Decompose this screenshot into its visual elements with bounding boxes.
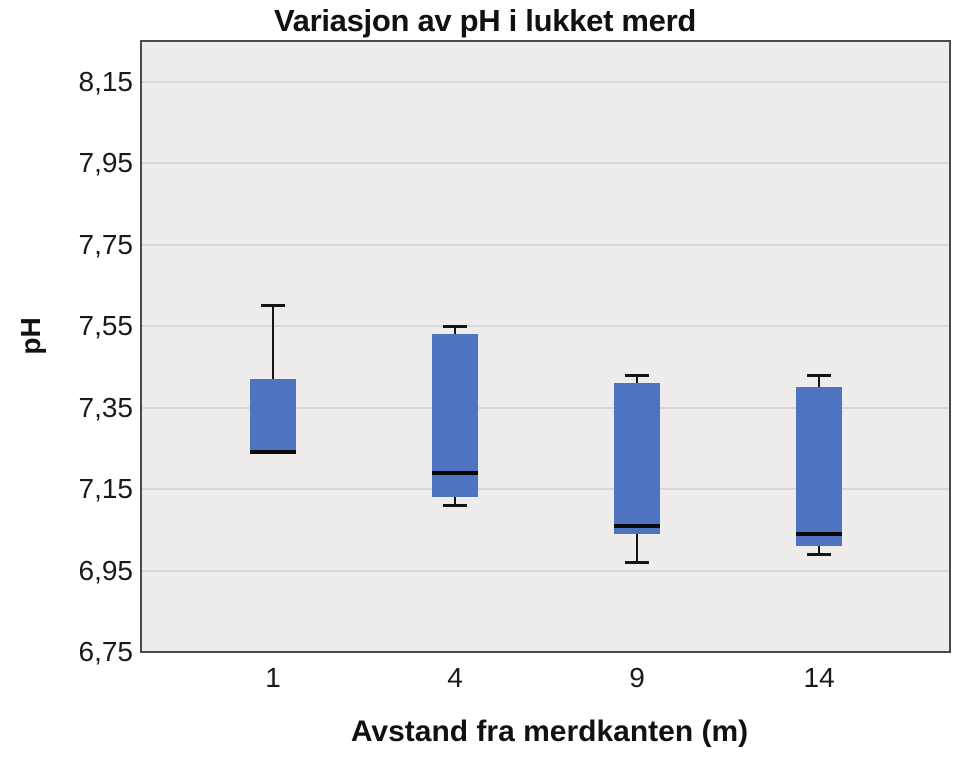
- y-tick-label: 7,55: [78, 310, 134, 342]
- upper-whisker-line: [272, 305, 275, 380]
- x-tick-label: 1: [265, 662, 281, 693]
- box: [796, 387, 843, 547]
- lower-whisker-line: [454, 497, 457, 506]
- median-line: [250, 450, 297, 455]
- upper-whisker-line: [818, 375, 821, 388]
- lower-whisker-line: [818, 546, 821, 555]
- y-tick-label: 6,95: [78, 554, 134, 586]
- median-line: [614, 523, 661, 528]
- gridline: [141, 162, 950, 165]
- median-line: [432, 470, 479, 475]
- y-tick-label: 7,15: [78, 473, 134, 505]
- gridline: [141, 569, 950, 572]
- box: [614, 383, 661, 534]
- y-tick-label: 6,75: [78, 636, 134, 667]
- gridline: [141, 80, 950, 83]
- lower-whisker-cap: [625, 560, 650, 564]
- box: [250, 379, 297, 453]
- gridline: [141, 406, 950, 409]
- x-tick-label: 9: [629, 662, 645, 693]
- gridline: [141, 325, 950, 328]
- gridline: [141, 243, 950, 246]
- upper-whisker-cap: [261, 304, 286, 308]
- median-line: [796, 531, 843, 536]
- gridline: [141, 488, 950, 491]
- box: [432, 334, 479, 498]
- y-tick-label: 7,95: [78, 147, 134, 179]
- lower-whisker-cap: [443, 503, 468, 507]
- lower-whisker-cap: [807, 552, 832, 556]
- upper-whisker-cap: [443, 324, 468, 328]
- upper-whisker-cap: [807, 373, 832, 377]
- plot-background: [141, 41, 950, 652]
- x-tick-label: 14: [803, 662, 835, 693]
- lower-whisker-line: [636, 533, 639, 563]
- upper-whisker-line: [636, 375, 639, 384]
- y-tick-label: 8,15: [78, 65, 134, 97]
- y-tick-label: 7,35: [78, 391, 134, 423]
- x-tick-label: 4: [447, 662, 463, 693]
- y-tick-label: 7,75: [78, 228, 134, 260]
- upper-whisker-cap: [625, 373, 650, 377]
- x-axis-title: Avstand fra merdkanten (m): [350, 715, 749, 748]
- upper-whisker-line: [454, 326, 457, 335]
- chart-title: Variasjon av pH i lukket merd: [273, 3, 697, 38]
